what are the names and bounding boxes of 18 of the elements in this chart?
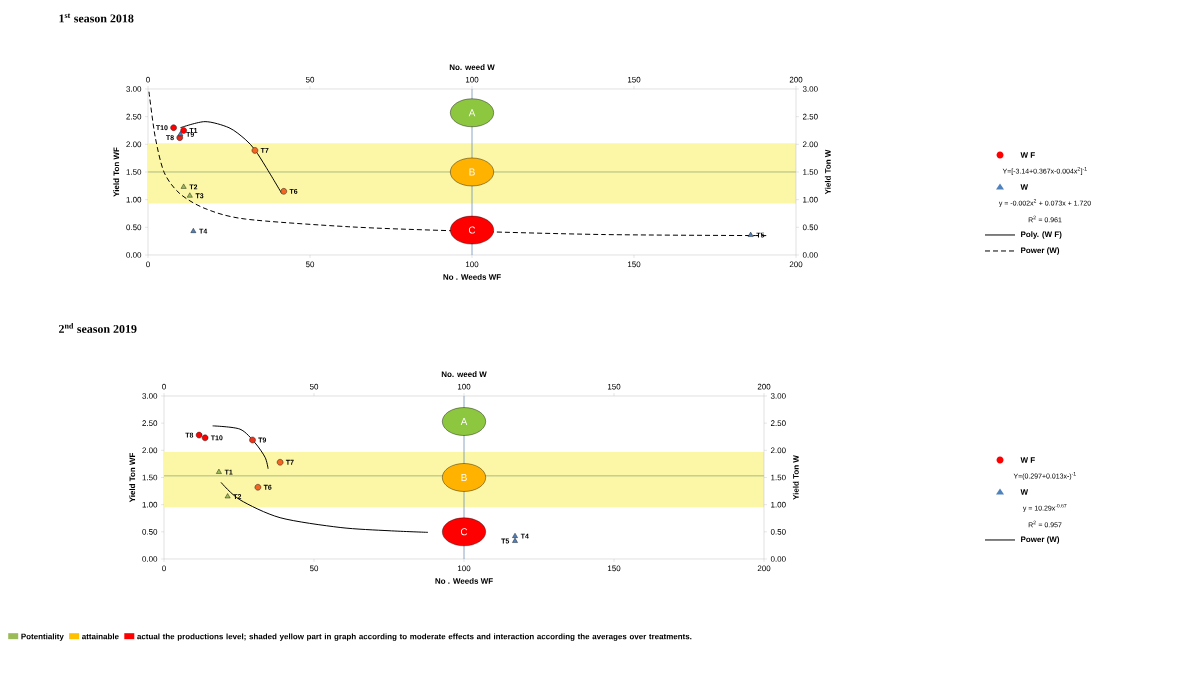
point — [187, 192, 193, 198]
chart-title: 2$^{nd}$ season 2019 — [59, 322, 137, 333]
point — [512, 532, 518, 538]
point — [180, 183, 187, 189]
point — [177, 131, 184, 137]
point — [249, 436, 256, 444]
point — [276, 459, 284, 466]
point — [512, 537, 518, 543]
point — [224, 493, 231, 499]
point — [216, 468, 222, 474]
line-series — [220, 481, 429, 533]
chart-title: 1$^{st}$ season 2018 — [59, 13, 134, 23]
point — [190, 227, 197, 233]
point — [251, 147, 259, 154]
point — [747, 231, 754, 237]
line-series — [212, 425, 269, 470]
point — [254, 484, 262, 491]
point — [280, 188, 287, 195]
